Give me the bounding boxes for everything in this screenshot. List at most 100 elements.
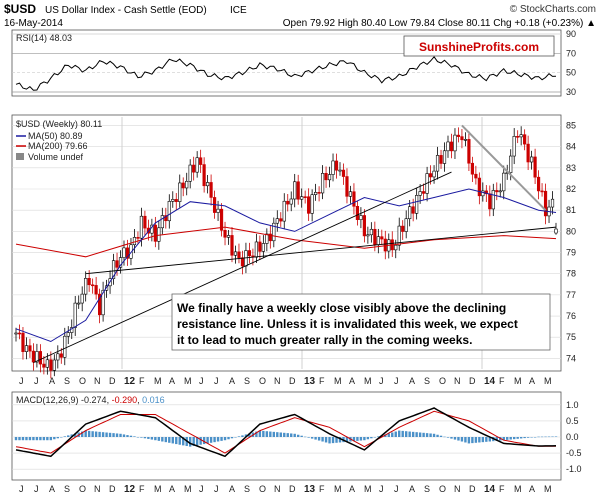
candle-body xyxy=(164,215,168,222)
candle-body xyxy=(512,136,516,157)
month-label: A xyxy=(529,376,535,386)
macd-histogram-bar xyxy=(234,437,237,438)
candle-body xyxy=(219,208,224,231)
macd-histogram-bar xyxy=(471,437,474,444)
price-legend: $USD (Weekly) 80.11 MA(50) 80.89 MA(200)… xyxy=(14,118,102,162)
macd-histogram-bar xyxy=(519,437,523,439)
price-tick-label: 83 xyxy=(566,163,576,173)
macd-histogram-bar xyxy=(28,437,32,441)
month-label: J xyxy=(379,484,384,494)
macd-histogram-bar xyxy=(363,437,366,441)
macd-histogram-bar xyxy=(122,434,126,437)
macd-histogram-bar xyxy=(147,437,150,439)
candle-body xyxy=(446,141,450,152)
month-label: A xyxy=(409,484,415,494)
macd-histogram-bar xyxy=(460,437,464,442)
candle-body xyxy=(122,247,126,258)
candle-body xyxy=(199,157,203,165)
macd-histogram-bar xyxy=(404,431,408,437)
candle-body xyxy=(397,225,401,246)
candle-body xyxy=(300,196,304,200)
macd-histogram-bar xyxy=(335,437,338,443)
month-label: S xyxy=(64,376,70,386)
rsi-tick-label: 90 xyxy=(566,29,576,39)
month-label: J xyxy=(394,376,399,386)
macd-histogram-bar xyxy=(296,434,300,437)
candle-body xyxy=(484,190,488,195)
candle-body xyxy=(554,228,558,234)
candle-body xyxy=(394,244,398,251)
candle-body xyxy=(502,172,506,192)
macd-histogram-bar xyxy=(523,437,526,439)
macd-histogram-bar xyxy=(230,437,234,439)
candle-body xyxy=(35,351,39,363)
month-label: N xyxy=(274,484,281,494)
month-label: O xyxy=(79,376,86,386)
rsi-line xyxy=(15,55,557,91)
price-tick-label: 75 xyxy=(566,332,576,342)
macd-histogram-bar xyxy=(356,437,359,441)
macd-histogram-bar xyxy=(202,437,206,445)
month-label: D xyxy=(289,484,296,494)
candle-body xyxy=(435,155,440,172)
candle-body xyxy=(230,235,234,256)
candle-body xyxy=(523,134,527,145)
macd-histogram-bar xyxy=(554,436,558,437)
macd-histogram-bar xyxy=(175,437,178,445)
candle-body xyxy=(366,234,370,237)
macd-histogram-bar xyxy=(300,435,303,437)
candle-body xyxy=(195,157,199,173)
candle-body xyxy=(422,191,426,194)
macd-histogram-bar xyxy=(49,437,53,441)
macd-histogram-bar xyxy=(108,432,112,437)
candle-body xyxy=(87,278,91,286)
macd-histogram-bar xyxy=(67,435,70,437)
month-label: J xyxy=(19,484,24,494)
month-label: D xyxy=(109,376,116,386)
candle-body xyxy=(286,200,290,205)
candle-body xyxy=(293,181,297,200)
candle-body xyxy=(481,190,485,197)
macd-histogram-bar xyxy=(415,432,418,437)
month-label: M xyxy=(334,484,342,494)
candle-body xyxy=(118,257,123,268)
macd-histogram-bar xyxy=(248,433,251,437)
macd-histogram-bar xyxy=(506,437,509,440)
candle-body xyxy=(380,236,384,240)
month-label: A xyxy=(409,376,415,386)
month-label: N xyxy=(454,376,461,386)
month-label: A xyxy=(169,484,175,494)
candle-body xyxy=(42,363,46,368)
candle-body xyxy=(303,196,307,198)
candle-body xyxy=(136,237,140,239)
month-label: M xyxy=(184,484,192,494)
macd-histogram-bar xyxy=(74,433,77,437)
month-label: D xyxy=(469,484,476,494)
candle-body xyxy=(331,160,335,175)
macd-histogram-bar xyxy=(290,433,293,437)
macd-histogram-bar xyxy=(182,437,185,446)
candle-body xyxy=(317,192,321,194)
candle-body xyxy=(38,351,42,365)
macd-panel: MACD(12,26,9) -0.274, -0.290, 0.016 1.0 0… xyxy=(11,391,582,481)
month-label: M xyxy=(334,376,342,386)
macd-histogram-bar xyxy=(237,436,241,437)
candle-body xyxy=(115,260,119,268)
candle-body xyxy=(495,190,499,193)
macd-histogram-bar xyxy=(314,437,317,440)
month-label: A xyxy=(349,484,355,494)
macd-histogram-bar xyxy=(352,437,356,442)
candle-body xyxy=(125,247,130,259)
macd-tick-label: -1.0 xyxy=(566,464,582,474)
macd-histogram-bar xyxy=(14,437,18,441)
candle-body xyxy=(174,199,178,202)
month-label: M xyxy=(514,376,522,386)
candle-body xyxy=(355,205,360,221)
month-label: O xyxy=(79,484,86,494)
macd-histogram-bar xyxy=(105,432,108,437)
macd-histogram-bar xyxy=(25,437,28,441)
month-label: M xyxy=(154,376,162,386)
macd-histogram-bar xyxy=(474,437,478,443)
